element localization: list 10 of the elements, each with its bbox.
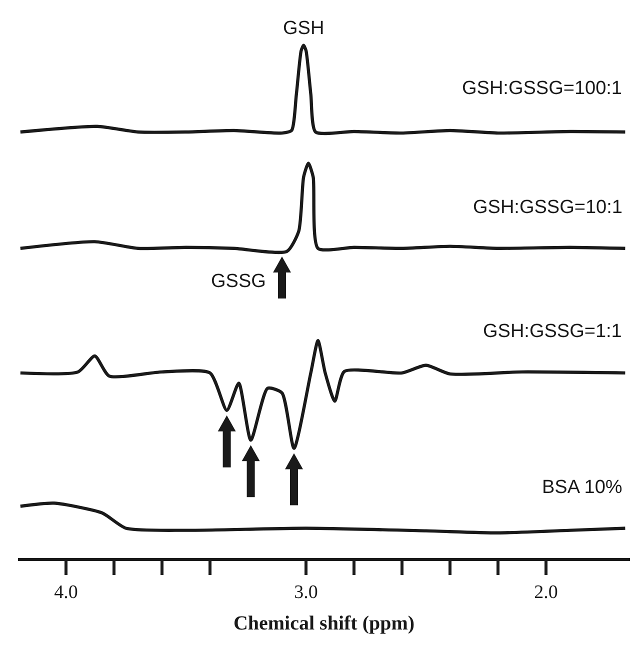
x-tick-label: 3.0 bbox=[294, 582, 318, 603]
x-tick-label: 4.0 bbox=[54, 582, 78, 603]
series-label: GSH:GSSG=1:1 bbox=[483, 321, 622, 342]
annotation: GSH bbox=[283, 18, 324, 39]
x-axis-title: Chemical shift (ppm) bbox=[233, 612, 415, 634]
series-label: BSA 10% bbox=[542, 477, 622, 498]
x-tick-label: 2.0 bbox=[534, 582, 558, 603]
series-label: GSH:GSSG=100:1 bbox=[462, 78, 622, 99]
series-label: GSH:GSSG=10:1 bbox=[473, 197, 622, 218]
annotation: GSSG bbox=[211, 271, 266, 292]
